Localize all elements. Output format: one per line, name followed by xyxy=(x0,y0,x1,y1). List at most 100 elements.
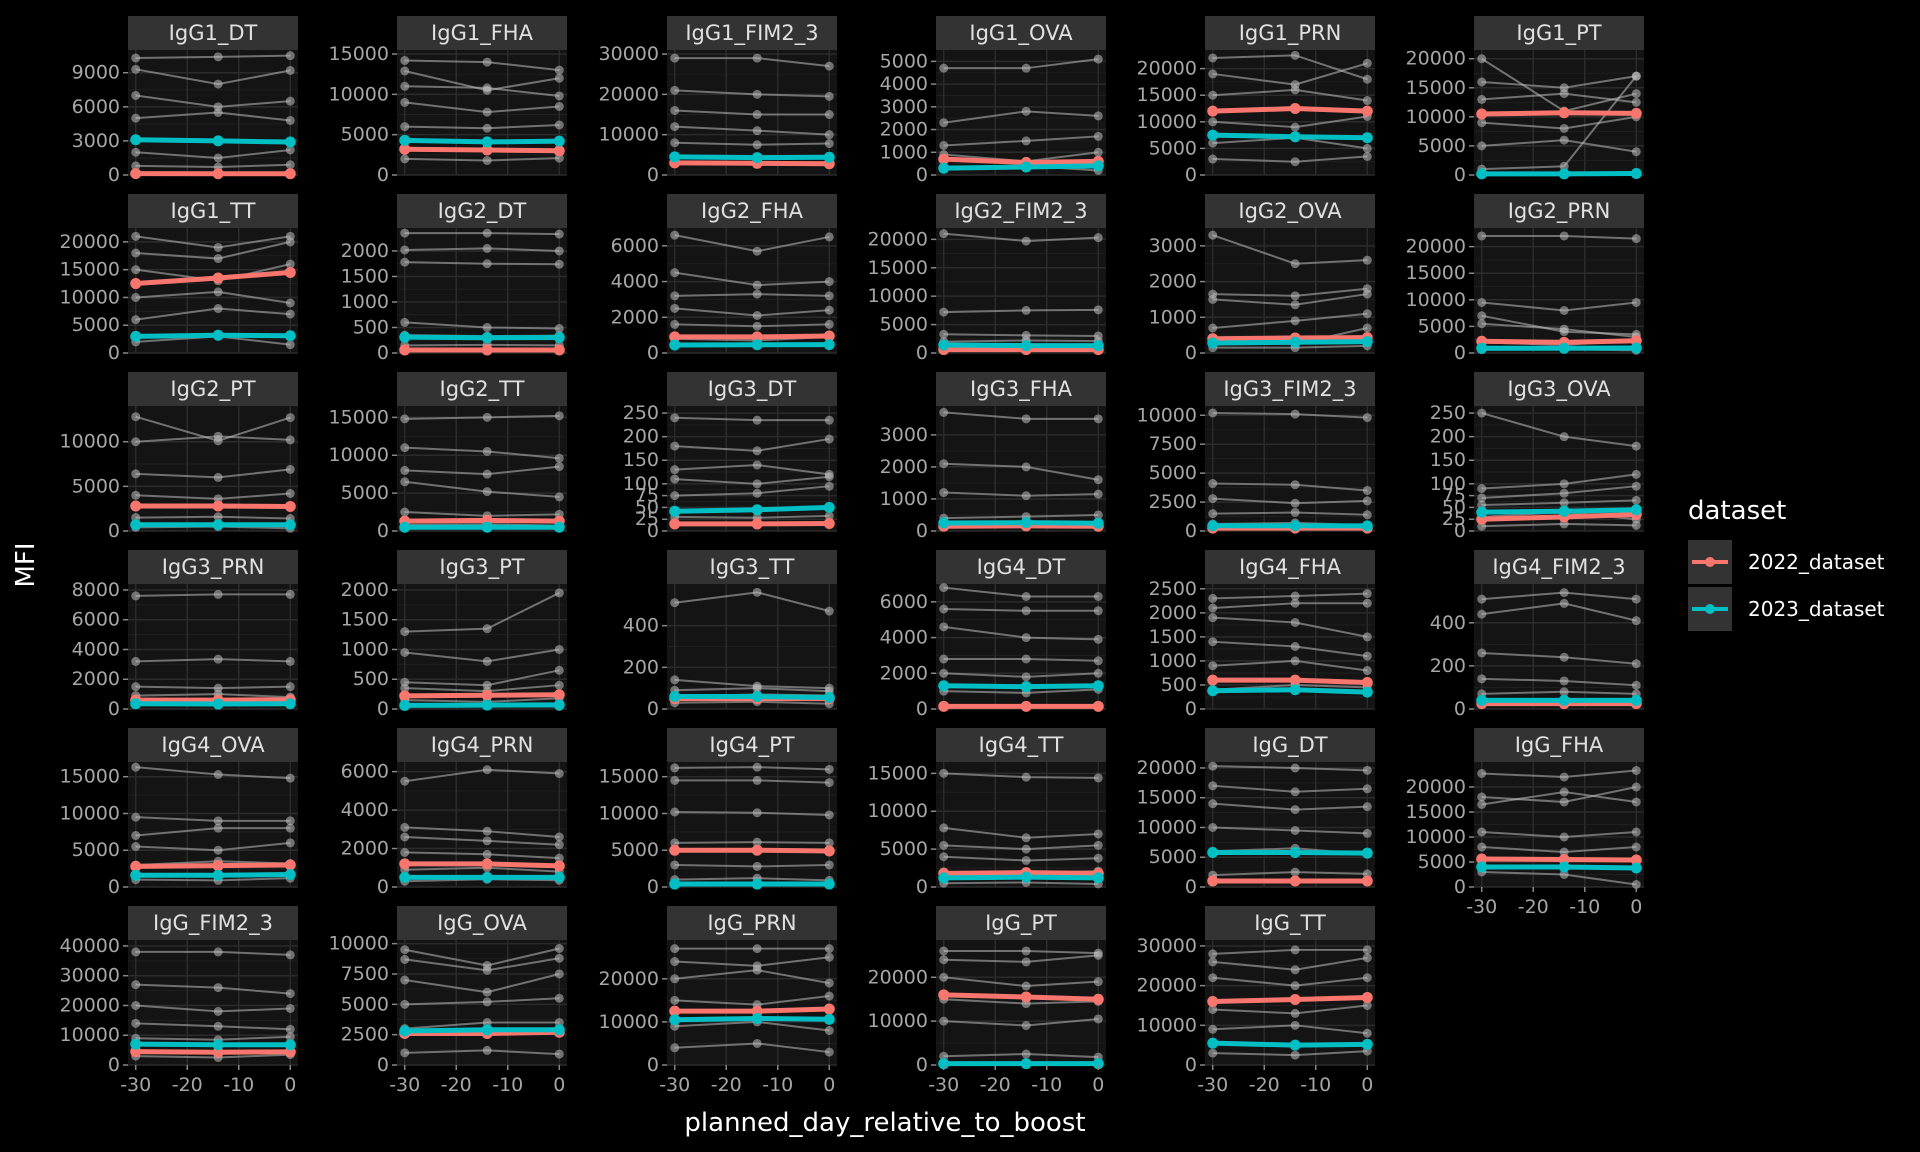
subject-point xyxy=(1290,591,1300,601)
series-point-2023-dataset xyxy=(212,329,224,341)
subject-point xyxy=(1021,1049,1031,1059)
subject-point xyxy=(213,816,223,826)
series-point-2022-dataset xyxy=(399,690,411,702)
series-point-2023-dataset xyxy=(1361,132,1373,144)
subject-point xyxy=(131,90,141,100)
series-point-2022-dataset xyxy=(481,858,493,870)
subject-point xyxy=(1021,946,1031,956)
subject-point xyxy=(1021,957,1031,967)
facet-panels: IgG1_DT0300060009000IgG1_FHA050001000015… xyxy=(60,16,1644,1096)
y-tick-label: 10000 xyxy=(1137,404,1197,426)
subject-point xyxy=(1362,784,1372,794)
series-point-2023-dataset xyxy=(751,152,763,164)
subject-point xyxy=(752,321,762,331)
subject-point xyxy=(400,122,410,132)
series-point-2023-dataset xyxy=(1207,129,1219,141)
x-tick-label: -10 xyxy=(492,1074,523,1096)
y-tick-label: 75 xyxy=(635,485,659,507)
subject-point xyxy=(554,832,564,842)
facet-strip xyxy=(1474,550,1644,584)
series-point-2023-dataset xyxy=(399,871,411,883)
subject-point xyxy=(1021,236,1031,246)
subject-point xyxy=(213,108,223,117)
subject-point xyxy=(939,604,949,614)
series-point-2022-dataset xyxy=(1207,105,1219,117)
subject-point xyxy=(1093,656,1103,666)
series-point-2023-dataset xyxy=(399,331,411,343)
series-point-2022-dataset xyxy=(1289,103,1301,115)
subject-point xyxy=(670,838,680,848)
series-point-2023-dataset xyxy=(1289,336,1301,348)
subject-point xyxy=(285,309,295,319)
series-point-2023-dataset xyxy=(1207,685,1219,697)
y-tick-label: 0 xyxy=(377,520,389,542)
subject-point xyxy=(285,435,295,445)
subject-point xyxy=(285,656,295,666)
y-tick-label: 2000 xyxy=(611,306,659,328)
y-tick-label: 0 xyxy=(1185,520,1197,542)
series-point-2022-dataset xyxy=(481,144,493,156)
subject-point xyxy=(1477,54,1487,64)
subject-point xyxy=(400,954,410,964)
series-point-2022-dataset xyxy=(1476,108,1488,120)
series-point-2023-dataset xyxy=(212,869,224,881)
facet-strip xyxy=(397,906,567,940)
subject-point xyxy=(213,304,223,314)
y-tick-label: 0 xyxy=(1185,698,1197,720)
subject-point xyxy=(670,474,680,484)
panel-igg2-prn: IgG2_PRN 0 5000 10000 15000 20000 xyxy=(1406,194,1644,364)
subject-point xyxy=(670,441,680,451)
subject-point xyxy=(939,852,949,862)
subject-point xyxy=(285,989,295,999)
subject-point xyxy=(1021,462,1031,472)
y-tick-label: 20000 xyxy=(1137,757,1197,779)
y-tick-label: 10000 xyxy=(1406,106,1466,128)
subject-point xyxy=(554,73,564,83)
facet-strip-label: IgG4_FHA xyxy=(1239,555,1342,580)
y-tick-label: 0 xyxy=(377,164,389,186)
series-point-2022-dataset xyxy=(669,331,681,343)
panel-igg1-prn: IgG1_PRN 0 5000 10000 15000 20000 xyxy=(1137,16,1375,186)
subject-point xyxy=(285,489,295,498)
y-tick-label: 0 xyxy=(1454,520,1466,542)
facet-strip xyxy=(936,550,1106,584)
subject-point xyxy=(1362,1000,1372,1010)
subject-point xyxy=(1093,606,1103,616)
panel-igg3-fim2-3: IgG3_FIM2_3 0 2500 5000 7500 10000 xyxy=(1137,372,1375,542)
y-tick-label: 0 xyxy=(647,164,659,186)
subject-point xyxy=(824,991,834,1001)
y-tick-label: 2500 xyxy=(341,1024,389,1046)
subject-point xyxy=(1631,297,1641,307)
subject-point xyxy=(482,965,492,975)
y-tick-label: 20000 xyxy=(1406,776,1466,798)
y-tick-label: 10000 xyxy=(868,285,928,307)
subject-point xyxy=(1208,230,1218,240)
subject-point xyxy=(1290,787,1300,797)
subject-point xyxy=(285,816,295,826)
y-tick-label: 0 xyxy=(1185,164,1197,186)
series-point-2022-dataset xyxy=(284,859,296,871)
series-point-2023-dataset xyxy=(130,698,142,710)
subject-point xyxy=(1631,469,1641,479)
subject-point xyxy=(1021,1021,1031,1031)
y-tick-label: 10000 xyxy=(60,1024,120,1046)
y-tick-label: 15000 xyxy=(329,406,389,428)
y-tick-label: 20000 xyxy=(599,968,659,990)
subject-point xyxy=(1021,491,1031,501)
subject-point xyxy=(482,849,492,859)
facet-strip xyxy=(397,550,567,584)
subject-point xyxy=(939,140,949,150)
subject-point xyxy=(285,96,295,106)
y-tick-label: 5000 xyxy=(1149,462,1197,484)
x-tick-label: -30 xyxy=(659,1074,690,1096)
subject-point xyxy=(824,232,834,242)
subject-point xyxy=(1021,305,1031,315)
panel-igg1-dt: IgG1_DT 0 3000 6000 9000 xyxy=(72,16,298,186)
subject-point xyxy=(670,138,680,148)
subject-point xyxy=(1362,289,1372,299)
y-tick-label: 5000 xyxy=(72,314,120,336)
series-point-2022-dataset xyxy=(399,344,411,356)
subject-point xyxy=(752,683,762,693)
subject-point xyxy=(482,83,492,93)
subject-point xyxy=(285,115,295,125)
